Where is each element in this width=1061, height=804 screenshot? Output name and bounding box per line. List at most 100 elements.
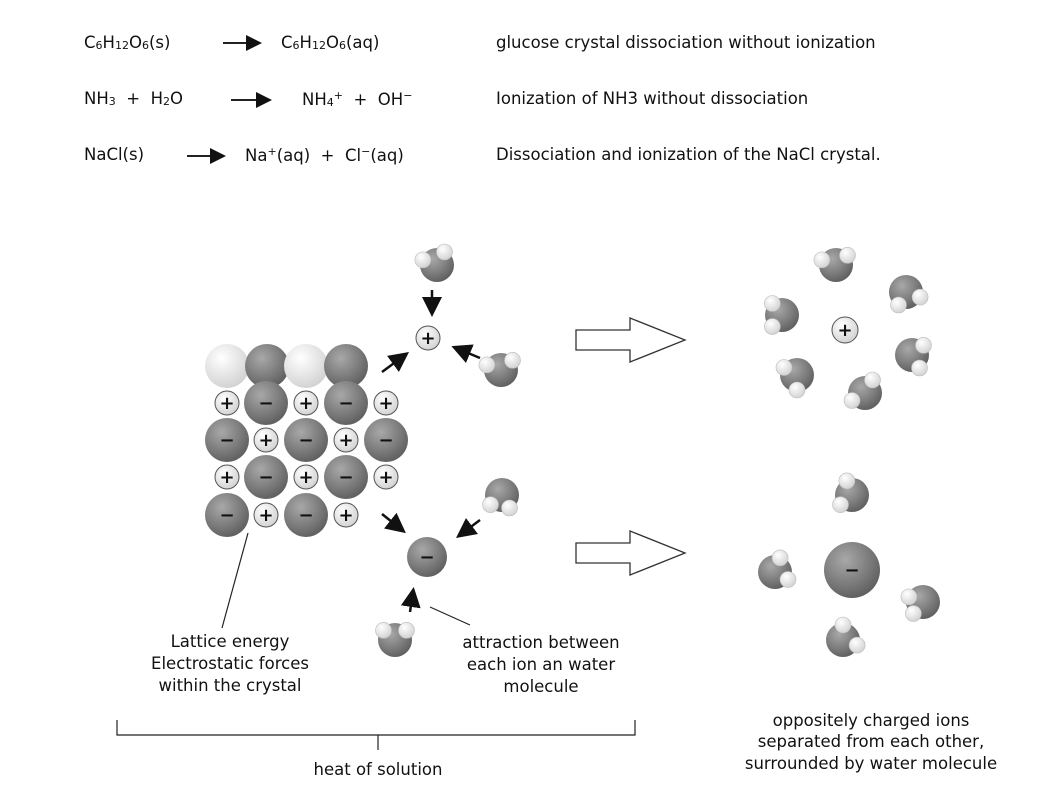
equation-2-products: NH4+ + OH−	[302, 89, 413, 109]
back-layer-ion	[205, 344, 249, 388]
water-molecule	[414, 243, 454, 282]
attraction-pointer-line	[429, 606, 471, 626]
equation-1-description: glucose crystal dissociation without ion…	[496, 33, 876, 52]
svg-text:+: +	[338, 430, 353, 451]
water-molecule	[813, 247, 856, 282]
svg-text:+: +	[258, 430, 273, 451]
back-layer-ion	[245, 344, 289, 388]
svg-text:−: −	[219, 505, 234, 526]
water-molecule	[375, 622, 415, 657]
anion: −	[324, 455, 368, 499]
attraction-label-2: each ion an water	[467, 655, 615, 674]
svg-text:−: −	[219, 430, 234, 451]
arrow-water-to-anion	[456, 518, 481, 538]
arrow-water-to-anion-2	[400, 587, 421, 613]
water-molecule	[764, 295, 799, 335]
lattice-label-2: Electrostatic forces	[151, 654, 309, 673]
water-molecule	[775, 358, 814, 399]
anion: −	[284, 493, 328, 537]
svg-text:−: −	[338, 467, 353, 488]
hydrated-cation: +	[831, 316, 859, 344]
svg-text:+: +	[378, 467, 393, 488]
process-arrow-anion	[575, 530, 687, 576]
svg-text:+: +	[219, 467, 234, 488]
equation-3-products: Na+(aq) + Cl−(aq)	[245, 145, 404, 165]
svg-text:+: +	[338, 505, 353, 526]
cation: +	[293, 464, 319, 490]
svg-text:−: −	[419, 547, 434, 568]
attraction-label-3: molecule	[503, 677, 578, 696]
cation: +	[333, 502, 359, 528]
svg-text:−: −	[258, 393, 273, 414]
pointer-lines	[116, 532, 636, 750]
nacl-crystal-lattice: + − + − + − + − + − + − + − + − + − +	[205, 344, 408, 537]
svg-text:−: −	[378, 430, 393, 451]
hollow-arrows	[575, 317, 687, 576]
lattice-label-3: within the crystal	[159, 676, 302, 695]
anion: −	[205, 418, 249, 462]
water-molecule	[843, 371, 882, 410]
svg-text:+: +	[298, 393, 313, 414]
heat-of-solution-label: heat of solution	[314, 760, 443, 779]
water-molecule	[478, 352, 521, 387]
cation: +	[373, 464, 399, 490]
svg-text:+: +	[378, 393, 393, 414]
cation: +	[293, 390, 319, 416]
water-molecule	[832, 472, 869, 513]
equation-arrows	[187, 35, 272, 164]
anion: −	[364, 418, 408, 462]
hydrated-anion: −	[824, 542, 880, 598]
water-molecule	[482, 478, 519, 517]
equation-1-product: C6H12O6(aq)	[281, 33, 380, 52]
anion: −	[407, 537, 447, 577]
arrow-water-to-cation-2	[451, 344, 481, 363]
cation: +	[333, 427, 359, 453]
svg-text:−: −	[338, 393, 353, 414]
anion: −	[324, 381, 368, 425]
anion: −	[284, 418, 328, 462]
arrow-anion-out	[381, 512, 406, 534]
water-molecule	[758, 549, 797, 589]
svg-text:+: +	[219, 393, 234, 414]
arrow-cation-out	[381, 352, 410, 374]
equation-2-description: Ionization of NH3 without dissociation	[496, 89, 809, 108]
arrows	[381, 290, 481, 613]
equation-1-reactant: C6H12O6(s)	[84, 33, 171, 52]
cation: +	[415, 325, 441, 351]
hydration-ions: + − + −	[375, 243, 940, 657]
water-molecule	[895, 337, 932, 377]
attraction-label-1: attraction between	[462, 633, 619, 652]
heat-of-solution-bracket	[116, 720, 636, 750]
result-label-3: surrounded by water molecule	[745, 754, 997, 773]
lattice-pointer-line	[221, 532, 249, 629]
svg-text:−: −	[298, 505, 313, 526]
equation-2-reactants: NH3 + H2O	[84, 89, 183, 108]
svg-text:+: +	[837, 320, 852, 341]
svg-text:−: −	[298, 430, 313, 451]
svg-text:+: +	[420, 328, 435, 349]
water-molecule	[889, 275, 929, 314]
anion: −	[244, 381, 288, 425]
cation: +	[214, 464, 240, 490]
back-layer-ion	[324, 344, 368, 388]
anion: −	[205, 493, 249, 537]
svg-text:+: +	[258, 505, 273, 526]
cation: +	[253, 502, 279, 528]
equation-3-reactant: NaCl(s)	[84, 145, 145, 164]
lattice-label-1: Lattice energy	[171, 632, 290, 651]
back-layer-ion	[284, 344, 328, 388]
water-molecule	[826, 616, 866, 657]
result-label-1: oppositely charged ions	[773, 711, 970, 730]
equation-3-description: Dissociation and ionization of the NaCl …	[496, 145, 881, 164]
cation: +	[253, 427, 279, 453]
cation: +	[373, 390, 399, 416]
svg-text:−: −	[844, 560, 859, 581]
result-label-2: separated from each other,	[758, 732, 984, 751]
water-molecule	[900, 585, 940, 622]
anion: −	[244, 455, 288, 499]
svg-text:+: +	[298, 467, 313, 488]
cation: +	[214, 390, 240, 416]
svg-text:−: −	[258, 467, 273, 488]
